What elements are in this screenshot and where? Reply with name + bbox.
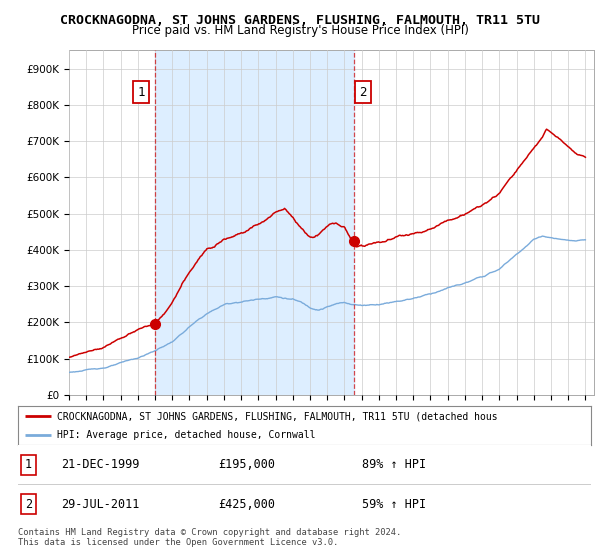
Text: 29-JUL-2011: 29-JUL-2011	[61, 497, 139, 511]
Text: 59% ↑ HPI: 59% ↑ HPI	[362, 497, 426, 511]
Text: 1: 1	[25, 458, 32, 472]
Bar	[155, 50, 355, 395]
Text: Contains HM Land Registry data © Crown copyright and database right 2024.
This d: Contains HM Land Registry data © Crown c…	[18, 528, 401, 547]
Text: CROCKNAGODNA, ST JOHNS GARDENS, FLUSHING, FALMOUTH, TR11 5TU (detached hous: CROCKNAGODNA, ST JOHNS GARDENS, FLUSHING…	[57, 411, 497, 421]
Text: 21-DEC-1999: 21-DEC-1999	[61, 458, 139, 472]
Text: £195,000: £195,000	[218, 458, 275, 472]
Text: 89% ↑ HPI: 89% ↑ HPI	[362, 458, 426, 472]
Text: Price paid vs. HM Land Registry's House Price Index (HPI): Price paid vs. HM Land Registry's House …	[131, 24, 469, 37]
Text: 2: 2	[359, 86, 367, 99]
Text: 2: 2	[25, 497, 32, 511]
Text: 1: 1	[137, 86, 145, 99]
Text: HPI: Average price, detached house, Cornwall: HPI: Average price, detached house, Corn…	[57, 430, 316, 440]
Text: £425,000: £425,000	[218, 497, 275, 511]
Text: CROCKNAGODNA, ST JOHNS GARDENS, FLUSHING, FALMOUTH, TR11 5TU: CROCKNAGODNA, ST JOHNS GARDENS, FLUSHING…	[60, 14, 540, 27]
